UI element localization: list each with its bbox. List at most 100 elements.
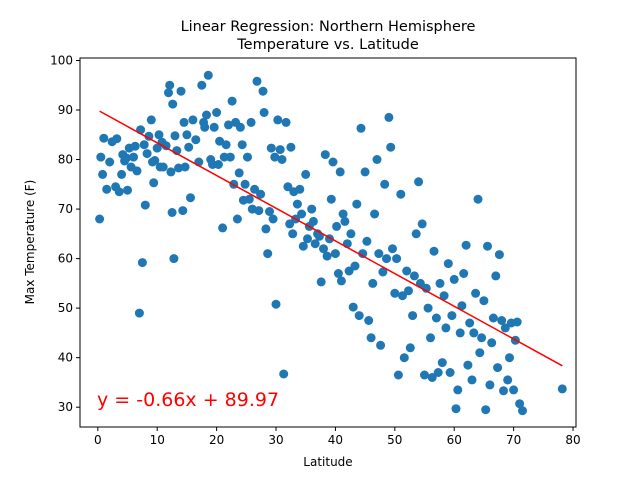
data-point [451,404,461,414]
data-point [161,141,171,151]
data-point [433,368,443,377]
data-point [348,302,358,312]
data-point [129,152,138,162]
data-point [297,209,307,219]
data-point [178,206,188,216]
data-point [455,328,465,338]
data-point [295,184,305,194]
chart-title-line2: Temperature vs. Latitude [236,37,419,53]
data-point [475,348,485,358]
x-tick-label: 20 [209,433,224,447]
data-point [388,244,397,254]
y-axis-label: Max Temperature (F) [23,180,37,305]
y-tick-label: 50 [58,301,73,315]
data-point [423,303,433,313]
data-point [285,219,295,229]
x-axis-label: Latitude [303,455,352,469]
data-point [390,288,400,298]
data-point [303,234,312,244]
data-point [479,296,489,306]
data-point [368,278,378,288]
data-point [378,267,388,277]
data-point [557,384,567,394]
regression-equation: y = -0.66x + 89.97 [97,389,279,411]
plot-area [95,70,567,416]
data-point [227,96,237,106]
data-point [277,155,287,164]
y-tick-label: 70 [58,202,73,216]
data-point [459,269,469,278]
data-point [330,249,340,259]
data-point [441,323,451,333]
data-point [221,140,231,150]
data-point [515,399,525,409]
data-point [258,86,268,96]
data-point [340,216,350,226]
data-point [328,157,338,167]
data-point [352,199,362,209]
data-point [500,323,510,333]
data-point [417,219,427,229]
data-point [429,246,439,256]
data-point [437,358,447,368]
data-point [393,370,403,380]
data-point [182,130,192,140]
data-point [392,254,402,264]
data-point [307,204,317,214]
data-point [471,288,481,298]
data-point [380,179,390,189]
data-point [431,313,441,323]
y-tick-label: 90 [58,103,73,117]
y-axis: 30 40 50 60 70 80 90 100 [50,53,80,414]
data-point [398,291,407,301]
data-point [123,185,132,195]
data-point [166,167,176,177]
data-point [453,385,463,395]
data-point [336,276,346,286]
data-point [250,184,260,194]
data-point [364,316,374,325]
data-point [301,169,311,179]
data-point [180,162,190,172]
data-point [140,200,150,210]
data-point [117,169,127,179]
data-point [447,311,457,321]
data-point [265,207,274,216]
data-point [132,166,142,176]
data-point [234,168,244,178]
data-point [96,152,106,162]
data-point [497,316,507,325]
data-point [409,271,419,281]
data-point [244,194,254,204]
data-point [203,70,213,80]
data-point [218,223,228,233]
data-point [461,240,471,250]
data-point [465,318,475,328]
data-point [179,117,189,127]
data-point [188,115,198,125]
data-point [396,189,406,199]
data-point [224,120,233,130]
data-point [202,110,211,120]
data-point [382,254,391,264]
data-point [374,249,384,259]
data-point [212,108,222,117]
data-point [281,117,291,127]
data-point [102,184,112,194]
data-point [279,369,289,379]
data-point [270,152,280,162]
data-point [384,112,394,122]
data-point [332,221,342,231]
x-tick-label: 0 [94,433,102,447]
data-point [469,328,479,338]
data-point [176,86,186,96]
data-point [169,254,179,264]
data-point [268,214,278,224]
data-point [114,187,124,197]
data-point [493,363,503,373]
data-point [275,145,285,155]
data-point [333,269,343,278]
data-point [121,153,131,163]
data-point [499,386,508,396]
data-point [167,208,177,217]
